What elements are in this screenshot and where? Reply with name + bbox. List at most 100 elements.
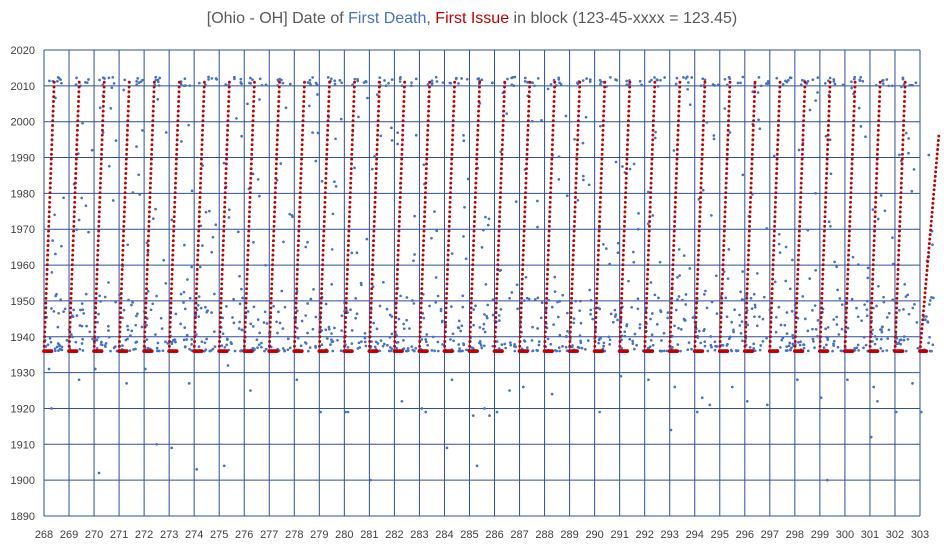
first-issue-point [675,172,678,175]
first-issue-point [249,172,253,175]
first-death-point [355,251,359,255]
first-death-point [99,300,102,303]
first-issue-point [47,210,51,214]
first-issue-point [373,205,377,209]
title-prefix: [Ohio - OH] Date of [206,10,349,27]
first-issue-point [796,268,800,271]
first-death-point [190,189,194,193]
first-death-point [923,318,927,322]
first-issue-point [501,119,505,123]
first-death-point [599,124,602,128]
first-issue-point [218,340,222,343]
first-death-point [651,214,655,217]
x-tick-label: 289 [560,529,578,541]
first-issue-point [168,316,172,319]
first-issue-point [878,90,882,94]
first-death-point [129,334,132,337]
first-issue-point [51,104,55,108]
first-death-point [533,298,537,301]
first-death-point [485,315,489,318]
first-death-point [200,340,204,344]
first-death-point [46,343,50,347]
first-issue-point [200,152,204,156]
first-issue-point [450,148,454,151]
first-issue-point [828,90,832,94]
first-issue-point [144,306,148,310]
first-issue-point [702,104,706,108]
first-death-point [738,324,742,327]
first-issue-point [744,306,748,310]
title-first-death: First Death [348,10,427,27]
first-issue-point [598,220,602,223]
first-issue-point [894,325,898,329]
first-issue-point [645,282,649,286]
first-issue-point [398,191,402,195]
first-issue-point [596,272,599,276]
first-issue-point [124,157,128,161]
first-death-point [56,325,60,329]
first-issue-point [621,272,625,276]
first-death-point [522,299,526,302]
first-issue-point [718,335,722,339]
first-issue-point [222,224,226,228]
first-issue-point [402,100,406,103]
first-death-point [131,191,135,194]
x-tick-label: 297 [761,529,779,541]
first-issue-point [199,176,203,180]
first-death-point [799,340,802,344]
first-issue-point [227,95,231,99]
first-death-point [324,328,328,332]
first-death-point [210,250,214,254]
first-issue-point [727,100,731,103]
first-death-point [482,322,486,326]
first-issue-point [343,335,347,339]
first-death-point [896,342,900,345]
first-issue-point [451,114,455,118]
first-issue-point [427,100,431,103]
first-issue-point [896,282,899,286]
first-death-point [288,82,292,86]
first-issue-point [671,272,675,276]
first-death-point [514,200,518,203]
first-issue-point [873,210,877,214]
first-issue-point [201,128,205,132]
first-issue-point [824,200,827,204]
first-issue-point [603,80,607,84]
first-death-point [164,131,168,134]
first-death-point [775,76,779,80]
first-issue-point [299,162,303,166]
first-death-point [540,118,543,122]
first-death-point [928,349,932,353]
first-issue-point [127,80,131,84]
first-issue-point [470,287,474,291]
first-issue-point [96,253,100,257]
first-issue-point [172,224,176,228]
first-issue-point [444,316,448,319]
first-issue-point [902,119,906,123]
first-death-point [586,339,590,342]
first-issue-point [872,244,876,247]
first-issue-point [902,114,906,118]
first-death-point [549,83,553,86]
chart-title: [Ohio - OH] Date of First Death, First I… [0,10,944,28]
first-issue-point [174,172,178,175]
first-issue-point [344,316,348,319]
first-issue-point [202,95,206,99]
first-death-point [140,325,144,329]
first-issue-point [768,349,772,353]
first-death-point [901,77,905,81]
first-issue-point [374,349,379,354]
first-issue-point [922,300,926,304]
first-issue-point [752,104,756,108]
first-death-point [124,338,128,342]
first-death-point [56,79,59,83]
first-issue-point [876,143,880,147]
first-issue-point [550,148,554,151]
first-issue-point [699,176,703,180]
first-issue-point [423,200,427,204]
first-issue-point [369,316,373,319]
first-issue-point [118,320,122,324]
first-issue-point [853,80,857,84]
first-issue-point [452,104,456,108]
first-issue-point [929,224,933,228]
